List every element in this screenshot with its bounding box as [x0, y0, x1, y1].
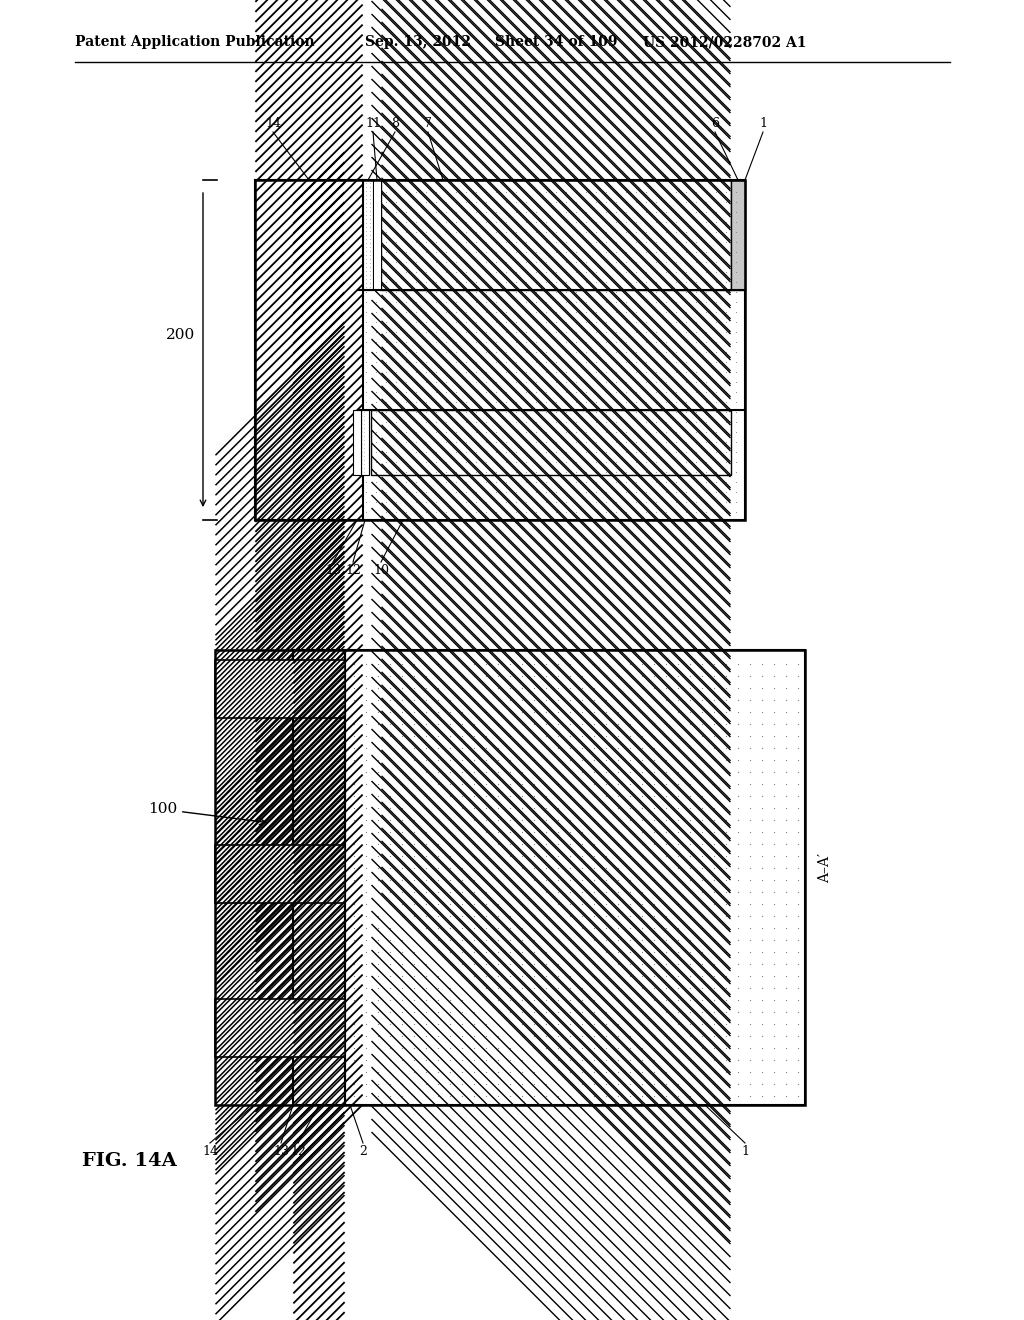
Text: 1: 1	[741, 1144, 749, 1158]
Text: 8: 8	[391, 117, 399, 129]
Bar	[255, 180, 362, 520]
Bar	[215, 660, 345, 718]
Text: 14: 14	[202, 1144, 218, 1158]
Text: 2: 2	[359, 1144, 367, 1158]
Bar	[381, 180, 731, 290]
Text: A–A′: A–A′	[818, 853, 831, 883]
Text: 200: 200	[166, 327, 195, 342]
Bar	[373, 180, 381, 290]
Bar	[353, 411, 361, 475]
Bar	[361, 411, 369, 475]
Bar	[255, 180, 745, 520]
Text: 10: 10	[373, 564, 389, 577]
Bar	[358, 180, 745, 520]
Text: Sheet 34 of 109: Sheet 34 of 109	[495, 36, 617, 49]
Text: 7: 7	[424, 117, 432, 129]
Text: Patent Application Publication: Patent Application Publication	[75, 36, 314, 49]
Bar	[216, 1001, 344, 1056]
Text: 1: 1	[759, 117, 767, 129]
Text: 12: 12	[290, 1144, 306, 1158]
Bar	[345, 649, 805, 1105]
Bar	[382, 181, 730, 289]
Bar	[294, 651, 344, 1104]
Bar	[293, 649, 345, 1105]
Text: 14: 14	[265, 117, 281, 129]
Text: 12: 12	[345, 564, 360, 577]
Text: 11: 11	[365, 117, 381, 129]
Bar	[372, 411, 730, 474]
Bar	[362, 180, 373, 290]
Text: FIG. 14A: FIG. 14A	[82, 1152, 177, 1170]
Bar	[731, 180, 745, 290]
Bar	[256, 181, 362, 519]
Bar	[216, 661, 344, 717]
Text: 100: 100	[147, 803, 265, 825]
Bar	[216, 846, 344, 902]
Bar	[215, 999, 345, 1057]
Text: 6: 6	[711, 117, 719, 129]
Bar	[215, 649, 805, 1105]
Text: 13: 13	[325, 564, 341, 577]
Text: US 2012/0228702 A1: US 2012/0228702 A1	[643, 36, 807, 49]
Text: 13: 13	[273, 1144, 289, 1158]
Bar	[371, 411, 731, 475]
Text: Sep. 13, 2012: Sep. 13, 2012	[365, 36, 471, 49]
Bar	[215, 845, 345, 903]
